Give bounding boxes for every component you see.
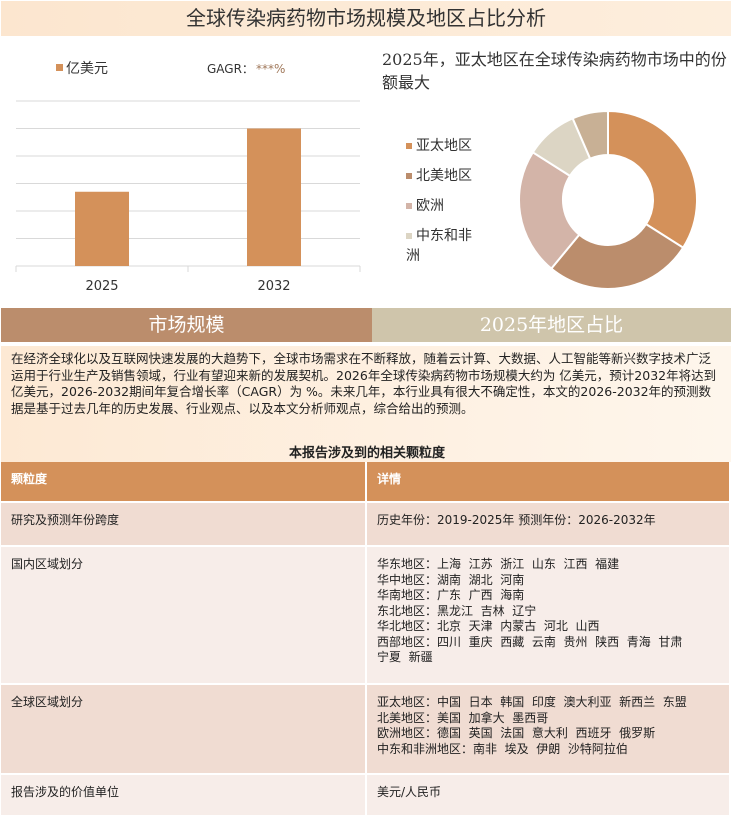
legend-label: 中东和非洲 [406,228,472,264]
description-text: 在经济全球化以及互联网快速发展的大趋势下，全球市场需求在不断释放，随着云计算、大… [1,346,731,462]
bar-chart: 2025 2032 亿美元 GAGR： ***% [0,36,370,300]
cagr-label: GAGR： [207,62,254,76]
detail-line: 华东地区：上海 江苏 浙江 山东 江西 福建 [377,557,620,571]
legend-swatch [406,143,412,149]
tab-region-share[interactable]: 2025年地区占比 [372,308,731,342]
legend-swatch [406,173,412,179]
donut-slice-欧洲 [518,150,581,270]
bar-2032 [247,128,301,266]
detail-line: 华北地区：北京 天津 内蒙古 河北 山西 [377,619,600,633]
legend-item: 北美地区 [406,166,476,186]
donut-slice-北美地区 [549,222,685,290]
granularity-table: 颗粒度 详情 研究及预测年份跨度 历史年份：2019-2025年 预测年份：202… [1,462,731,817]
detail-line: 历史年份：2019-2025年 预测年份：2026-2032年 [377,513,656,527]
x-tick-label: 2032 [257,279,290,294]
donut-chart: 2025年，亚太地区在全球传染病药物市场中的份额最大 亚太地区北美地区欧洲中东和… [370,36,734,300]
detail-line: 西部地区：四川 重庆 西藏 云南 贵州 陕西 青海 甘肃 [377,634,683,649]
legend-item: 中东和非洲 [406,226,476,266]
table-row: 研究及预测年份跨度 历史年份：2019-2025年 预测年份：2026-2032年 [1,502,731,547]
legend-swatch [56,64,63,71]
row-details: 历史年份：2019-2025年 预测年份：2026-2032年 [366,502,731,547]
legend-item: 亚太地区 [406,136,476,156]
row-label: 全球区域划分 [1,684,367,775]
detail-line: 中东和非洲地区：南非 埃及 伊朗 沙特阿拉伯 [377,741,628,756]
detail-line: 华南地区：广东 广西 海南 [377,588,525,602]
legend-label: 亿美元 [66,61,108,77]
bar-chart-svg: 2025 2032 亿美元 GAGR： ***% [15,61,361,294]
detail-line: 宁夏 新疆 [377,650,433,664]
row-details: 亚太地区：中国 日本 韩国 印度 澳大利亚 新西兰 东盟 北美地区：美国 加拿大 … [366,684,731,775]
tab-market-size[interactable]: 市场规模 [1,308,372,342]
section-tabs: 市场规模 2025年地区占比 [1,308,731,342]
donut-chart-title: 2025年，亚太地区在全球传染病药物市场中的份额最大 [382,50,727,92]
donut-slice-亚太地区 [607,109,698,250]
legend-item: 欧洲 [406,196,476,216]
legend-label: 北美地区 [416,168,472,184]
table-header-details: 详情 [366,462,731,503]
detail-line: 华中地区：湖南 湖北 河南 [377,572,525,587]
donut-chart-svg [518,109,698,290]
detail-line: 亚太地区：中国 日本 韩国 印度 澳大利亚 新西兰 东盟 [377,695,687,709]
bar-2025 [75,191,129,266]
table-row: 国内区域划分 华东地区：上海 江苏 浙江 山东 江西 福建 华中地区：湖南 湖北 河… [1,546,731,685]
detail-line: 欧洲地区：德国 英国 法国 意大利 西班牙 俄罗斯 [377,726,656,740]
table-title: 本报告涉及到的相关颗粒度 [288,446,445,461]
legend-swatch [406,203,412,209]
detail-line: 美元/人民币 [377,785,442,799]
detail-line: 东北地区：黑龙江 吉林 辽宁 [377,603,537,618]
detail-line: 北美地区：美国 加拿大 墨西哥 [377,710,549,725]
x-tick-label: 2025 [85,279,118,294]
page-title: 全球传染病药物市场规模及地区占比分析 [1,1,731,36]
row-label: 国内区域划分 [1,546,367,685]
donut-slice-other [571,109,609,161]
row-label: 研究及预测年份跨度 [1,502,367,547]
cagr-value: ***% [256,62,285,76]
legend-swatch [406,233,412,239]
legend-label: 欧洲 [416,198,444,214]
row-details: 华东地区：上海 江苏 浙江 山东 江西 福建 华中地区：湖南 湖北 河南 华南地区：… [366,546,731,685]
legend-label: 亚太地区 [416,138,472,154]
table-row: 全球区域划分 亚太地区：中国 日本 韩国 印度 澳大利亚 新西兰 东盟 北美地区：美… [1,684,731,775]
table-header-granularity: 颗粒度 [1,462,367,503]
